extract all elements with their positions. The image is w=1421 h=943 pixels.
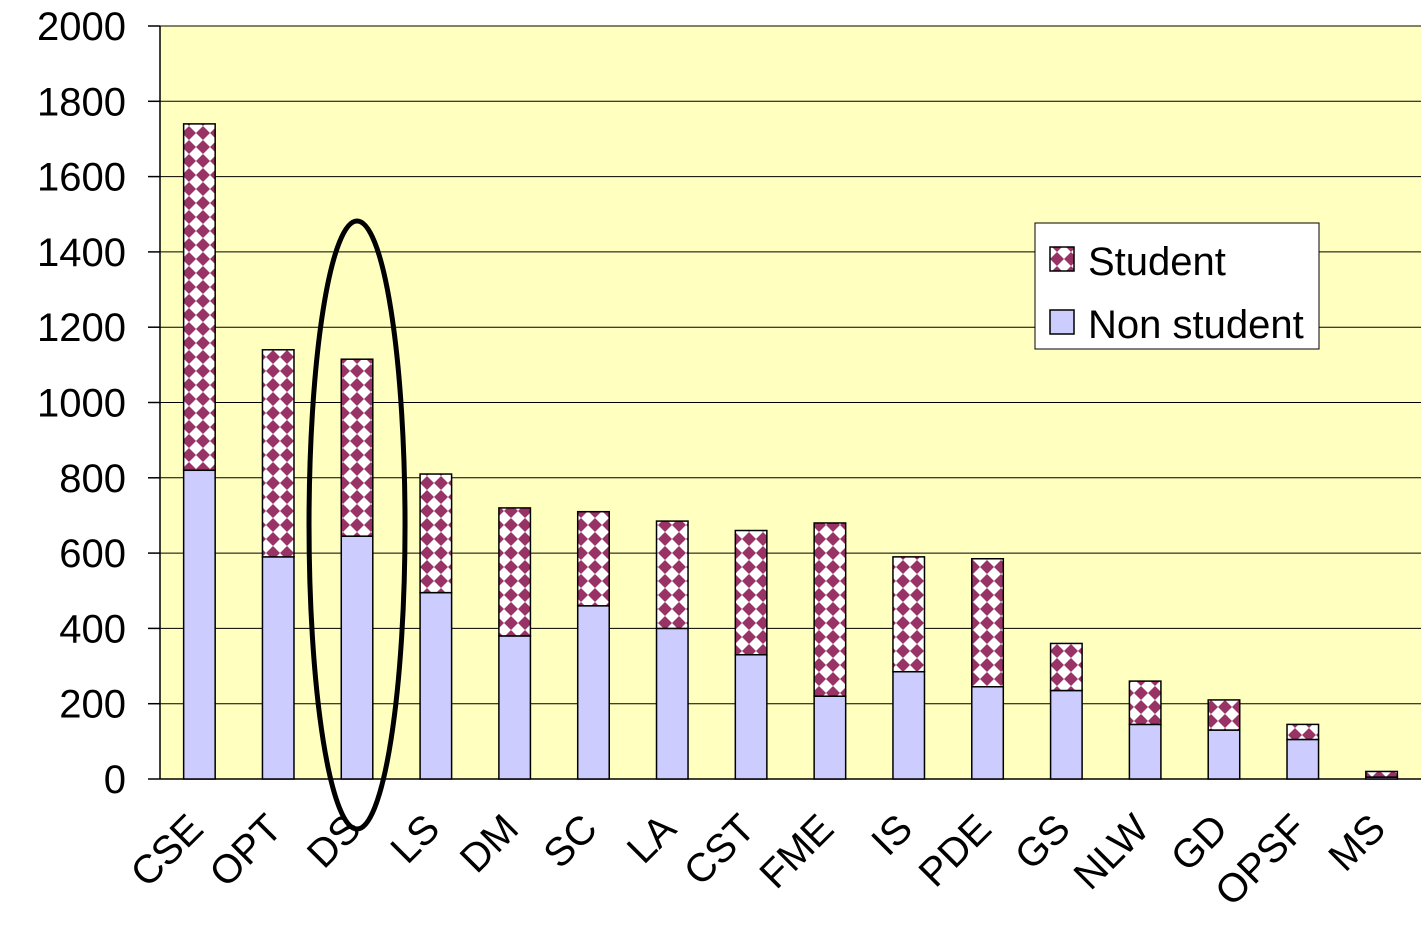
x-tick-label: CSE	[122, 806, 211, 895]
highlight-ellipse	[306, 218, 408, 832]
x-tick-label: DS	[299, 806, 369, 876]
legend-label-student: Student	[1088, 240, 1226, 284]
bar-student-gd	[1207, 699, 1241, 731]
bar-student-ds	[340, 358, 374, 537]
bar-student-opsf	[1286, 723, 1320, 741]
x-tick-label: LS	[382, 806, 448, 872]
x-tick-label: PDE	[911, 806, 1000, 895]
x-tick-label: DM	[452, 806, 527, 881]
bar-non-student-gd	[1207, 729, 1241, 780]
x-tick-label: OPSF	[1207, 806, 1315, 914]
y-tick-label: 1600	[37, 156, 126, 200]
legend-swatch-student	[1049, 246, 1075, 272]
bar-non-student-gs	[1049, 689, 1083, 780]
legend-swatch-non-student	[1049, 309, 1075, 335]
bar-non-student-pde	[971, 686, 1005, 780]
y-tick-label: 600	[59, 532, 126, 576]
y-tick-label: 800	[59, 457, 126, 501]
bar-non-student-sc	[576, 605, 610, 780]
y-tick-label: 1200	[37, 306, 126, 350]
bar-non-student-nlw	[1128, 723, 1162, 780]
bar-non-student-opsf	[1286, 738, 1320, 780]
x-tick-label: OPT	[201, 806, 290, 895]
bar-non-student-cse	[182, 469, 216, 780]
bar-student-dm	[498, 507, 532, 637]
y-tick-label: 1800	[37, 80, 126, 124]
bar-student-pde	[971, 557, 1005, 688]
bar-student-gs	[1049, 642, 1083, 692]
x-tick-label: IS	[863, 806, 921, 864]
bar-student-opt	[261, 349, 295, 558]
legend-box	[1034, 222, 1320, 350]
y-tick-label: 1400	[37, 231, 126, 275]
legend-label-non-student: Non student	[1088, 303, 1304, 347]
x-tick-label: MS	[1320, 806, 1394, 880]
x-tick-label: LA	[619, 806, 685, 872]
x-tick-label: NLW	[1066, 806, 1158, 898]
bar-non-student-fme	[813, 695, 847, 780]
bar-student-is	[892, 556, 926, 673]
x-tick-label: CST	[676, 806, 764, 894]
x-tick-label: FME	[751, 806, 842, 897]
bar-student-cst	[734, 529, 768, 656]
bar-non-student-ds	[340, 535, 374, 780]
bar-student-la	[655, 520, 689, 630]
bar-non-student-cst	[734, 654, 768, 780]
bar-student-ms	[1365, 770, 1399, 778]
x-tick-label: SC	[535, 806, 605, 876]
bar-student-cse	[182, 123, 216, 472]
y-tick-label: 200	[59, 683, 126, 727]
y-tick-label: 1000	[37, 382, 126, 426]
bar-non-student-opt	[261, 556, 295, 780]
bar-non-student-la	[655, 627, 689, 780]
y-tick-label: 2000	[37, 5, 126, 49]
y-tick-label: 0	[104, 758, 126, 802]
bar-non-student-ls	[419, 591, 453, 780]
bar-non-student-dm	[498, 635, 532, 780]
bar-student-sc	[576, 510, 610, 607]
bar-student-fme	[813, 522, 847, 697]
bar-student-nlw	[1128, 680, 1162, 726]
bar-non-student-is	[892, 670, 926, 780]
y-tick-label: 400	[59, 607, 126, 651]
bar-student-ls	[419, 473, 453, 594]
